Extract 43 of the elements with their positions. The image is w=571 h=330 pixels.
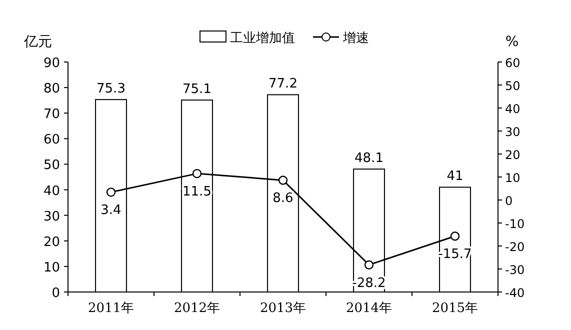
- legend-label: 增速: [342, 31, 369, 46]
- y2-tick-label: 20: [505, 148, 520, 162]
- y2-tick-label: 30: [505, 125, 520, 139]
- x-tick-label: 2015年: [432, 301, 478, 316]
- y-tick-label: 60: [43, 132, 60, 148]
- y2-tick-label: -30: [505, 263, 525, 277]
- y-tick-label: 10: [43, 260, 60, 276]
- y-tick-label: 80: [43, 82, 60, 97]
- x-tick-label: 2011年: [88, 301, 134, 316]
- data-label: 8.6: [272, 191, 294, 206]
- point: [192, 168, 202, 178]
- point: [106, 188, 116, 197]
- y-tick-label: 30: [43, 209, 60, 224]
- y-tick-label: 40: [43, 184, 60, 199]
- x-tick-label: 2014年: [346, 301, 392, 316]
- x-tick-label: 2013年: [260, 301, 306, 316]
- y-tick-label: 50: [43, 158, 60, 174]
- y2-tick-label: -20: [505, 240, 525, 254]
- x-tick-label: 2012年: [174, 301, 220, 316]
- data-label: 75.1: [182, 82, 212, 98]
- y2-tick-label: 0: [505, 194, 513, 208]
- y2-tick-label: 60: [505, 56, 520, 70]
- data-label: 75.3: [96, 82, 126, 97]
- data-label: 48.1: [354, 151, 384, 166]
- y2-axis-title: %: [505, 34, 519, 50]
- data-label: 11.5: [182, 184, 212, 200]
- y2-tick-label: 10: [505, 171, 520, 185]
- data-label: 41: [446, 169, 464, 184]
- y-tick-label: 20: [43, 234, 60, 250]
- y2-tick-label: -10: [505, 217, 525, 231]
- data-label: 3.4: [100, 203, 122, 218]
- legend-label: 工业增加值: [230, 31, 295, 46]
- point: [364, 260, 374, 270]
- y2-tick-label: 50: [505, 79, 520, 93]
- data-label: 77.2: [268, 76, 298, 92]
- point: [278, 176, 288, 185]
- y-tick-label: 70: [43, 107, 60, 122]
- point: [450, 232, 460, 241]
- y-tick-label: 90: [43, 56, 60, 71]
- y2-tick-label: -40: [505, 286, 525, 300]
- y-axis-title: 亿元: [23, 34, 52, 50]
- y-tick-label: 0: [52, 286, 60, 301]
- y2-tick-label: 40: [505, 102, 520, 116]
